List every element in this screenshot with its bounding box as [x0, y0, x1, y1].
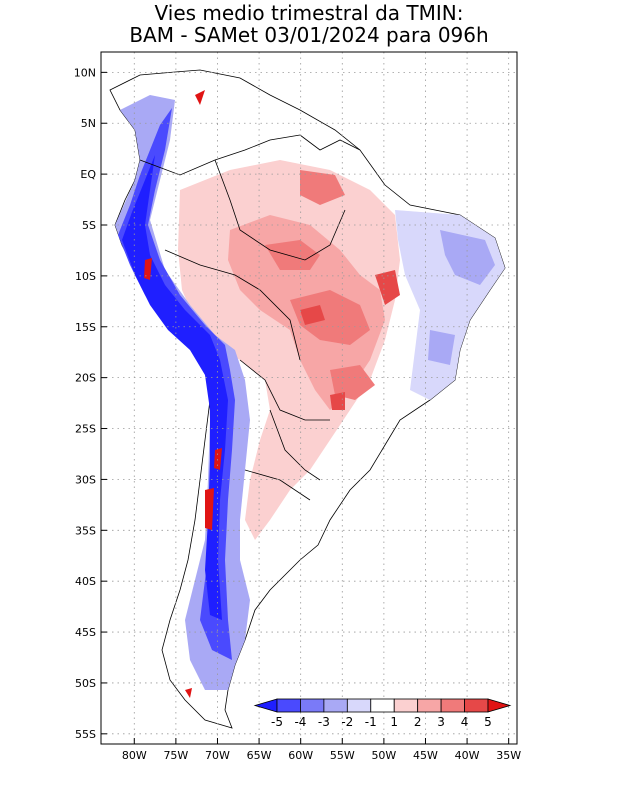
lon-label: 80W	[122, 749, 147, 762]
lat-label: 35S	[75, 524, 96, 537]
colorbar-box	[464, 698, 489, 713]
lat-label: 5N	[81, 117, 96, 130]
warm-region-strong-3	[300, 270, 400, 410]
lon-label: 60W	[288, 749, 313, 762]
anomaly-field	[109, 69, 506, 729]
country-borders	[139, 134, 361, 501]
colorbar-label: 1	[390, 715, 398, 729]
colorbar-label: -5	[271, 715, 283, 729]
colorbar-box	[370, 698, 395, 713]
colorbar-label: 3	[437, 715, 445, 729]
lon-label: 75W	[163, 749, 188, 762]
lat-label: 40S	[75, 575, 96, 588]
lon-label: 65W	[247, 749, 272, 762]
lat-label: 45S	[75, 626, 96, 639]
colorbar-box	[300, 698, 325, 713]
colorbar-label: -1	[365, 715, 377, 729]
lon-label: 55W	[330, 749, 355, 762]
lat-label: EQ	[80, 168, 96, 181]
colorbar-label: 4	[461, 715, 469, 729]
lat-label: 50S	[75, 677, 96, 690]
colorbar-box	[323, 698, 348, 713]
lat-label: 15S	[75, 321, 96, 334]
lon-label: 50W	[371, 749, 396, 762]
colorbar-label: 2	[414, 715, 422, 729]
title-line-1: Vies medio trimestral da TMIN:	[154, 1, 464, 25]
lat-label: 25S	[75, 423, 96, 436]
lat-label: 20S	[75, 372, 96, 385]
colorbar-arrow-high	[487, 698, 512, 713]
lat-label: 55S	[75, 728, 96, 741]
lat-labels: 10N 5N EQ 5S 10S 15S 20S 25S 30S 35S 40S 45S 50S 55S	[74, 66, 97, 740]
lat-label: 10S	[75, 270, 96, 283]
colorbar-label: -3	[318, 715, 330, 729]
warm-region-strong-2	[265, 170, 375, 400]
colorbar-box	[346, 698, 372, 713]
colorbar-box	[393, 698, 419, 713]
colorbar: -5 -4 -3 -2 -1 1 2 3 4 5	[253, 698, 512, 729]
lat-label: 10N	[74, 66, 96, 79]
colorbar-box	[417, 698, 442, 713]
map-title: Vies medio trimestral da TMIN: BAM - SAM…	[0, 2, 618, 46]
lon-label: 70W	[205, 749, 230, 762]
lon-label: 35W	[496, 749, 521, 762]
title-line-2: BAM - SAMet 03/01/2024 para 096h	[129, 23, 489, 47]
graticule	[101, 52, 517, 744]
lon-label: 40W	[455, 749, 480, 762]
colorbar-box	[440, 698, 465, 713]
lat-label: 5S	[82, 219, 96, 232]
colorbar-label: -2	[341, 715, 353, 729]
lon-labels: 80W 75W 70W 65W 60W 55W 50W 45W 40W 35W	[122, 749, 521, 762]
cold-region-northeast-strong	[428, 230, 495, 365]
lon-label: 45W	[413, 749, 438, 762]
lat-label: 30S	[75, 473, 96, 486]
colorbar-box	[276, 698, 301, 713]
colorbar-label: -4	[294, 715, 306, 729]
map-border	[100, 51, 518, 745]
colorbar-label: 5	[484, 715, 492, 729]
colorbar-arrow-low	[253, 698, 278, 713]
